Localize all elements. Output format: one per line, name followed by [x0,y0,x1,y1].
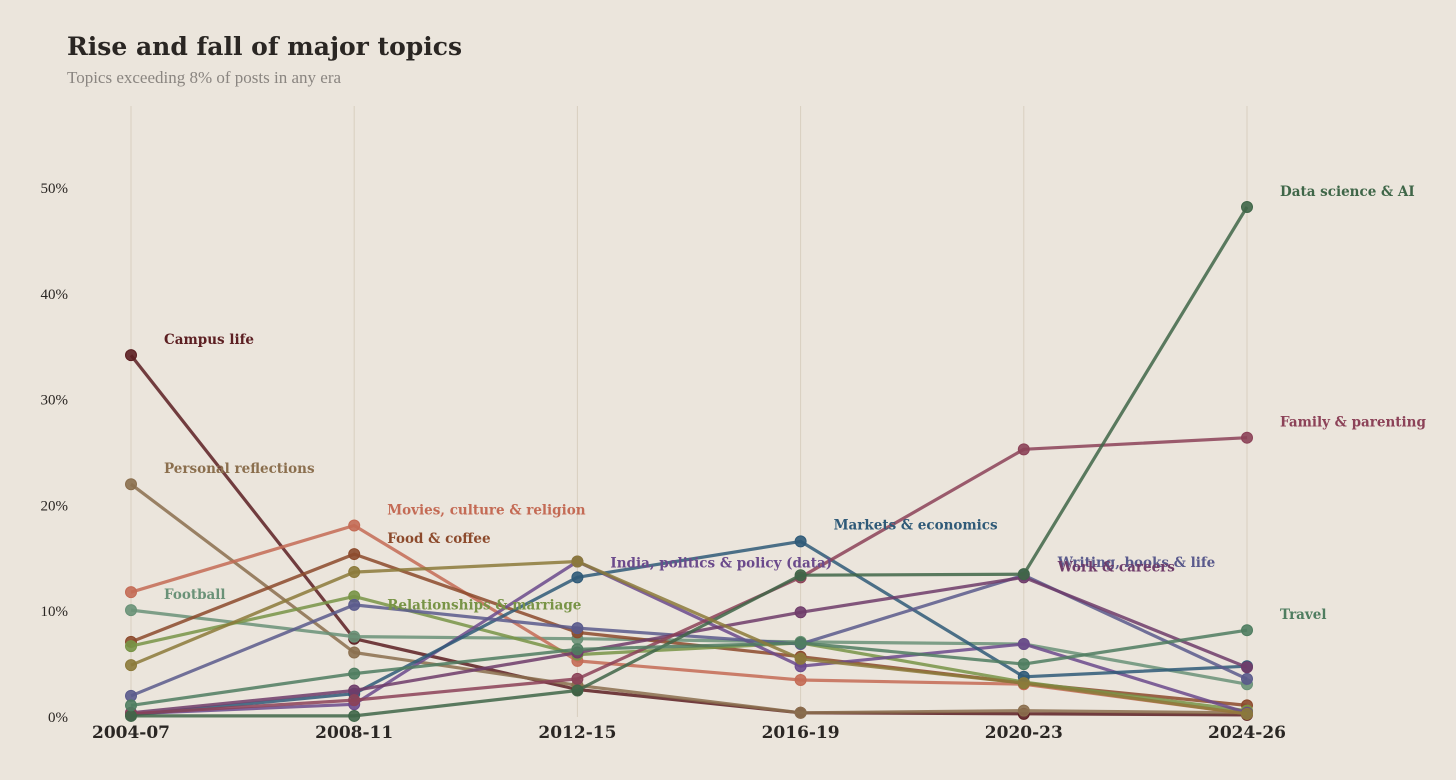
x-tick-label: 2012-15 [538,723,616,743]
series-13 [125,555,1253,720]
y-tick-label: 50% [41,181,69,197]
grid-layer [130,106,1248,717]
x-tick-label: 2016-19 [762,723,840,743]
series-label: Relationships & marriage [387,597,581,613]
data-point [571,684,584,697]
y-tick-label: 30% [41,393,69,409]
series-line [130,608,1248,686]
series-label: Family & parenting [1280,415,1426,431]
data-point [125,349,137,362]
data-point [571,571,584,584]
series-line [130,559,1248,716]
data-point [348,566,361,579]
data-point [125,478,137,491]
data-point [125,709,137,722]
data-point [1017,568,1030,581]
data-point [125,659,137,672]
series-line [130,523,1248,716]
series-12 [125,624,1253,712]
data-point [1017,704,1030,717]
data-point [1241,201,1253,214]
data-point [1241,624,1253,637]
data-point [571,622,584,635]
data-point [571,555,584,568]
series-line [130,573,1248,698]
series-label: Data science & AI [1280,184,1415,200]
series-layer [125,201,1253,722]
data-point [794,606,807,619]
data-point [348,519,361,532]
label-layer: Campus life Personal reflections Football M… [164,184,1426,623]
data-point [1017,677,1030,690]
series-label: Campus life [164,332,254,348]
data-point [571,643,584,656]
data-point [348,548,361,561]
x-tick-label: 2004-07 [92,723,170,743]
series-label: Writing, books & life [1057,555,1215,571]
y-tick-label: 40% [41,287,69,303]
series-line [130,436,1248,716]
series-label: Movies, culture & religion [387,503,586,519]
y-tick-label: 0% [48,710,68,726]
series-label: Food & coffee [387,531,490,547]
data-point [1241,672,1253,685]
data-point [348,630,361,643]
series-line [130,628,1248,707]
data-point [794,636,807,649]
chart-title: Rise and fall of major topics [67,32,463,61]
series-label: Personal reflections [164,461,315,477]
x-tick-label: 2024-26 [1208,723,1286,743]
series-line [130,559,1248,716]
series-0 [125,349,1253,721]
series-line [130,539,1248,717]
series-line [130,482,1248,715]
series-label: Travel [1280,607,1327,623]
data-point [348,646,361,659]
data-point [125,604,137,617]
series-line [131,206,1249,718]
data-point [348,709,361,722]
data-point [794,706,807,719]
data-point [794,569,807,582]
data-point [1241,707,1253,720]
data-point [1241,431,1253,444]
data-point [1017,658,1030,671]
y-tick-label: 20% [41,498,69,514]
data-point [348,667,361,680]
data-point [1017,443,1030,456]
series-label: Markets & economics [834,517,998,533]
x-tick-label: 2020-23 [985,723,1063,743]
data-point [1241,661,1253,674]
chart-subtitle: Topics exceeding 8% of posts in any era [67,68,342,87]
series-11 [125,201,1253,722]
series-label: India, politics & policy (data) [610,555,832,571]
data-point [348,598,361,611]
data-point [125,586,137,599]
y-tick-label: 10% [41,604,69,620]
data-point [794,652,807,665]
data-point [125,640,137,653]
data-point [794,673,807,686]
series-label: Work & careers [1057,559,1175,575]
series-line [129,354,1248,717]
data-point [348,694,361,707]
data-point [571,672,584,685]
x-tick-label: 2008-11 [315,723,393,743]
series-label: Football [164,587,226,603]
data-point [125,699,137,712]
axis-layer: 0% 10% 20% 30% 40% 50% 2004-07 2008-11 2012-15 20… [41,181,1287,743]
data-point [794,535,807,548]
data-point [1017,637,1030,650]
